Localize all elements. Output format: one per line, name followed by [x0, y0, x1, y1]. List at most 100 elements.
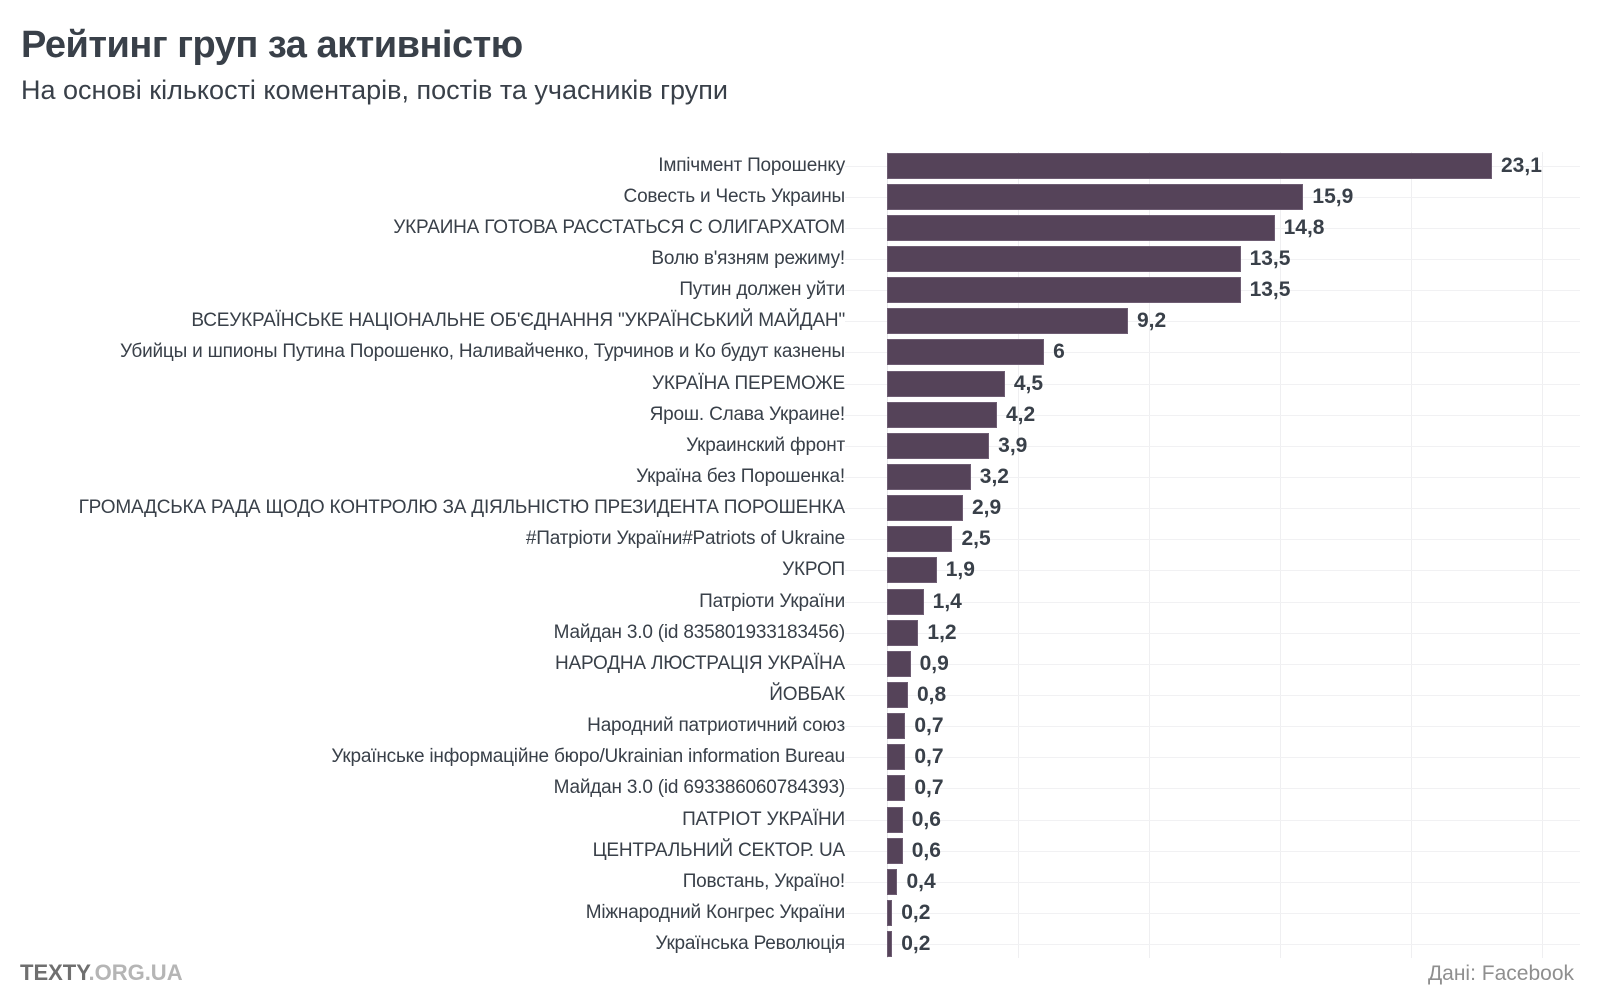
bar-track: 0,2 — [845, 929, 1580, 960]
row-gridline — [845, 414, 1580, 416]
bar — [887, 526, 953, 553]
category-label: ВСЕУКРАЇНСЬКЕ НАЦІОНАЛЬНЕ ОБ'ЄДНАННЯ "УК… — [191, 310, 845, 332]
chart-row: ЙОВБАК 0,8 — [0, 679, 1600, 710]
category-label: Волю в'язням режиму! — [651, 247, 845, 269]
value-label: 3,9 — [998, 433, 1028, 457]
category-label: Украинский фронт — [686, 434, 845, 456]
category-label: УКРОП — [782, 559, 845, 581]
row-gridline — [845, 601, 1580, 603]
brand-secondary-text: .ORG.UA — [88, 960, 183, 985]
category-label: Ярош. Слава Украине! — [649, 403, 846, 425]
row-gridline — [845, 694, 1580, 696]
bar-track: 3,2 — [845, 461, 1580, 492]
row-gridline — [845, 321, 1580, 323]
bar — [887, 588, 924, 615]
bar — [887, 557, 937, 584]
chart-row: ЦЕНТРАЛЬНИЙ СЕКТОР. UA 0,6 — [0, 835, 1600, 866]
bar-track: 14,8 — [845, 212, 1580, 243]
page-subtitle: На основі кількості коментарів, постів т… — [21, 75, 728, 105]
bar-track: 0,7 — [845, 773, 1580, 804]
row-gridline — [845, 570, 1580, 572]
bar-track: 13,5 — [845, 243, 1580, 274]
chart-row: ВСЕУКРАЇНСЬКЕ НАЦІОНАЛЬНЕ ОБ'ЄДНАННЯ "УК… — [0, 306, 1600, 337]
bar — [887, 931, 893, 958]
bar — [887, 463, 971, 490]
value-label: 14,8 — [1283, 215, 1325, 239]
value-label: 4,2 — [1006, 402, 1036, 426]
category-label: Совесть и Честь Украины — [623, 185, 846, 207]
bar — [887, 432, 990, 459]
chart-row: НАРОДНА ЛЮСТРАЦІЯ УКРАЇНА 0,9 — [0, 648, 1600, 679]
category-label: Патріоти України — [699, 590, 845, 612]
chart-row: Українське інформаційне бюро/Ukrainian i… — [0, 742, 1600, 773]
category-label: Повстань, Україно! — [682, 870, 845, 892]
bar — [887, 495, 963, 522]
bar-track: 2,9 — [845, 493, 1580, 524]
chart-row: Убийцы и шпионы Путина Порошенко, Налива… — [0, 337, 1600, 368]
page-title: Рейтинг груп за активністю — [21, 24, 523, 66]
bar — [887, 370, 1005, 397]
row-gridline — [845, 663, 1580, 665]
row-gridline — [845, 788, 1580, 790]
category-label: Міжнародний Конгрес України — [585, 901, 845, 923]
bar — [887, 868, 898, 895]
value-label: 13,5 — [1249, 246, 1291, 270]
bar-track: 4,5 — [845, 368, 1580, 399]
value-label: 13,5 — [1249, 278, 1291, 302]
value-label: 23,1 — [1501, 153, 1542, 177]
row-gridline — [845, 881, 1580, 883]
chart-row: Путин должен уйти 13,5 — [0, 275, 1600, 306]
category-label: Народний патриотичний союз — [587, 715, 845, 737]
category-label: Майдан 3.0 (id 835801933183456) — [553, 621, 846, 643]
bar — [887, 339, 1045, 366]
chart-row: Волю в'язням режиму! 13,5 — [0, 243, 1600, 274]
category-label: Українське інформаційне бюро/Ukrainian i… — [331, 746, 845, 768]
bar — [887, 619, 919, 646]
bar — [887, 277, 1241, 304]
value-label: 1,2 — [927, 620, 957, 644]
row-gridline — [845, 476, 1580, 478]
chart-row: Майдан 3.0 (id 835801933183456) 1,2 — [0, 617, 1600, 648]
bar-track: 23,1 — [845, 150, 1580, 181]
chart-row: Ярош. Слава Украине! 4,2 — [0, 399, 1600, 430]
value-label: 4,5 — [1013, 371, 1044, 395]
value-label: 0,9 — [919, 651, 949, 675]
value-label: 0,6 — [911, 838, 941, 862]
row-gridline — [845, 445, 1580, 447]
bar-track: 15,9 — [845, 181, 1580, 212]
chart-row: Патріоти України 1,4 — [0, 586, 1600, 617]
value-label: 3,2 — [979, 464, 1009, 488]
chart-row: Совесть и Честь Украины 15,9 — [0, 181, 1600, 212]
chart-header: Рейтинг груп за активністю На основі кіл… — [21, 24, 728, 106]
value-label: 0,7 — [914, 745, 944, 769]
category-label: ЙОВБАК — [769, 683, 845, 705]
bar — [887, 152, 1492, 179]
bar-track: 2,5 — [845, 524, 1580, 555]
category-label: Україна без Порошенка! — [636, 465, 845, 487]
row-gridline — [845, 850, 1580, 852]
value-label: 2,9 — [971, 496, 1002, 520]
axis-line — [887, 152, 888, 958]
bar-track: 0,7 — [845, 742, 1580, 773]
bar-track: 0,4 — [845, 866, 1580, 897]
bar — [887, 650, 911, 677]
value-label: 0,6 — [911, 807, 941, 831]
category-label: #Патріоти України#Patriots of Ukraine — [525, 528, 845, 550]
category-label: Убийцы и шпионы Путина Порошенко, Налива… — [119, 341, 845, 363]
row-gridline — [845, 757, 1580, 759]
bar-track: 0,7 — [845, 711, 1580, 742]
value-label: 0,4 — [906, 869, 936, 893]
bar — [887, 183, 1304, 210]
category-label: Путин должен уйти — [679, 279, 845, 301]
category-label: УКРАЇНА ПЕРЕМОЖЕ — [651, 372, 845, 394]
row-gridline — [845, 944, 1580, 946]
category-label: Імпічмент Порошенку — [658, 154, 845, 176]
vertical-gridline — [1541, 152, 1543, 958]
value-label: 15,9 — [1312, 184, 1354, 208]
vertical-gridline — [1148, 152, 1150, 958]
chart-row: Повстань, Україно! 0,4 — [0, 866, 1600, 897]
row-gridline — [845, 508, 1580, 510]
bar — [887, 401, 997, 428]
category-label: Українська Революція — [655, 933, 845, 955]
